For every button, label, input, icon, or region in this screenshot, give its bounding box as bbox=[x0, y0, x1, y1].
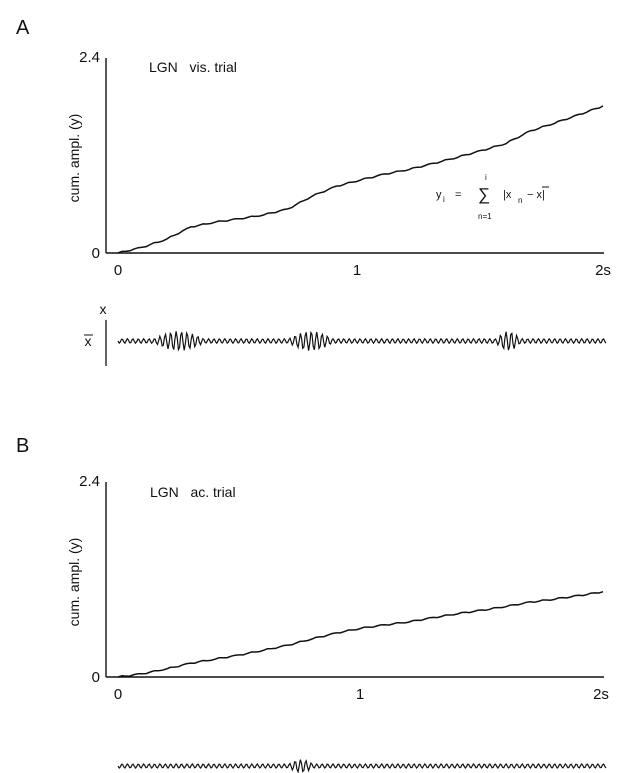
panel-b-curve bbox=[117, 590, 604, 678]
panel-b-letter: B bbox=[16, 435, 29, 457]
panel-b-xtick-2: 2s bbox=[593, 686, 609, 703]
panel-a-trace-mean-label: x bbox=[85, 333, 92, 349]
formula-lhs: y bbox=[436, 189, 442, 201]
formula-body-sub: n bbox=[518, 196, 522, 205]
panel-b-xtick-1: 1 bbox=[356, 686, 364, 703]
panel-a-trace-x-label: x bbox=[100, 301, 107, 317]
panel-b-xtick-0: 0 bbox=[114, 686, 122, 703]
panel-a-xtick-0: 0 bbox=[114, 262, 122, 279]
formula-sum: ∑ bbox=[478, 185, 490, 204]
panel-a-trace bbox=[117, 330, 607, 352]
panel-a-formula: y i = ∑ i n=1 |x n − x| bbox=[436, 173, 549, 221]
formula-equals: = bbox=[455, 189, 461, 201]
panel-a-annotation: LGN vis. trial bbox=[149, 59, 237, 75]
panel-b-ytick-top: 2.4 bbox=[79, 473, 100, 490]
panel-a-xtick-1: 1 bbox=[353, 262, 361, 279]
panel-a-ylabel: cum. ampl. (y) bbox=[66, 114, 82, 203]
formula-tail: − x| bbox=[527, 189, 545, 201]
panel-a-ytick-zero: 0 bbox=[92, 245, 100, 262]
panel-a-xtick-2: 2s bbox=[595, 262, 611, 279]
panel-b-annotation: LGN ac. trial bbox=[150, 484, 236, 500]
formula-upper: i bbox=[485, 173, 487, 182]
panel-b: B 2.4 0 0 1 2s cum. ampl. (y) LGN ac. tr… bbox=[16, 435, 609, 773]
panel-a-curve bbox=[117, 105, 604, 254]
panel-a: A 2.4 0 0 1 2s cum. ampl. (y) LGN vis. t… bbox=[16, 17, 611, 366]
formula-lower: n=1 bbox=[478, 212, 492, 221]
panel-b-ylabel: cum. ampl. (y) bbox=[66, 538, 82, 627]
formula-body: |x bbox=[503, 189, 512, 201]
panel-a-letter: A bbox=[16, 17, 30, 39]
panel-a-ytick-top: 2.4 bbox=[79, 49, 100, 66]
panel-b-trace bbox=[117, 759, 607, 773]
panel-b-ytick-zero: 0 bbox=[92, 669, 100, 686]
formula-lhs-sub: i bbox=[443, 195, 445, 204]
